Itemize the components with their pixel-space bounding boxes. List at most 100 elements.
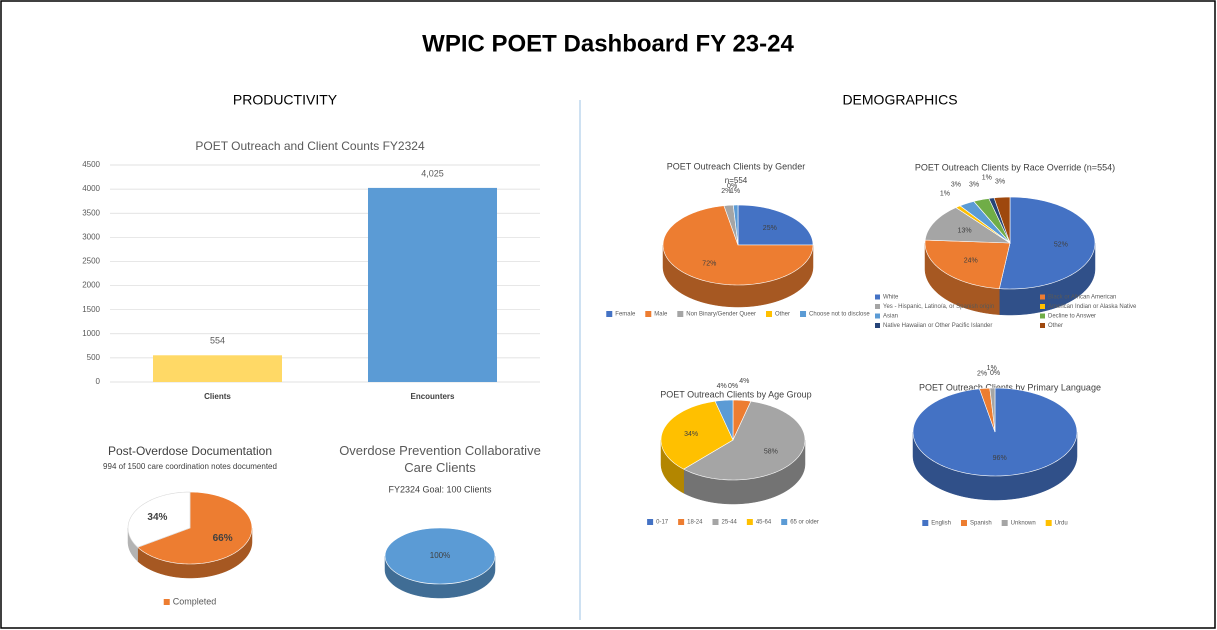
- chart-subtitle: n=554: [725, 176, 748, 185]
- legend-swatch: [1040, 304, 1045, 309]
- legend-swatch: [1040, 294, 1045, 300]
- pie-slice: [137, 491, 253, 565]
- pie-slice: [973, 198, 1011, 244]
- legend-swatch: [766, 311, 773, 317]
- data-label: 2%: [977, 370, 987, 377]
- pie-slice: [924, 239, 1011, 289]
- pie-slice: [993, 196, 1011, 244]
- data-label: 25%: [763, 225, 777, 232]
- data-label: 66%: [213, 533, 233, 544]
- x-tick-label: Clients: [204, 392, 231, 401]
- legend-label: Male: [654, 312, 668, 318]
- legend-swatch: [781, 519, 788, 525]
- y-tick-label: 4000: [82, 184, 100, 193]
- legend-label: English: [931, 521, 951, 527]
- legend-swatch: [1040, 323, 1045, 328]
- chart-title: POET Outreach Clients by Age Group: [660, 389, 811, 399]
- data-label: 0%: [990, 370, 1000, 377]
- section-title: DEMOGRAPHICS: [842, 92, 957, 108]
- legend-label: 0-17: [656, 520, 669, 526]
- legend-swatch: [606, 311, 613, 317]
- data-label: 2%: [721, 188, 731, 195]
- pie-slice: [959, 201, 1011, 244]
- pie-slice: [662, 205, 814, 286]
- pie-slice: [384, 527, 496, 585]
- legend: Female Male Non Binary/Gender Queer Other Ch…: [606, 311, 870, 318]
- y-tick-label: 2500: [82, 257, 100, 266]
- data-label: 24%: [964, 257, 978, 264]
- data-label: 96%: [993, 455, 1007, 462]
- data-label: 0%: [727, 183, 737, 190]
- pie-slice: [660, 400, 734, 470]
- pie-slice: [723, 204, 739, 246]
- data-label: 0%: [728, 383, 738, 390]
- bar: [368, 187, 497, 382]
- section-title: PRODUCTIVITY: [233, 92, 338, 108]
- legend-swatch: [875, 294, 880, 300]
- legend-label: 45-64: [756, 520, 772, 526]
- legend-label: Other: [1048, 323, 1063, 329]
- pie-slice: [127, 491, 191, 548]
- legend-label: White: [883, 295, 899, 301]
- legend-swatch: [1040, 313, 1045, 319]
- data-label: 3%: [951, 181, 961, 188]
- chart-title: Post-Overdose Documentation: [108, 444, 272, 458]
- legend-swatch: [922, 520, 929, 526]
- chart-subtitle: 994 of 1500 care coordination notes docu…: [103, 462, 277, 471]
- pie-slice: [979, 387, 996, 433]
- legend-label: Completed: [173, 596, 217, 606]
- chart-title: Overdose Prevention Collaborative Care C…: [339, 443, 541, 475]
- legend-label: Non Binary/Gender Queer: [686, 312, 756, 318]
- legend-label: Decline to Answer: [1048, 314, 1096, 320]
- data-label: 34%: [147, 512, 167, 523]
- legend-swatch: [875, 313, 880, 319]
- legend-swatch: [875, 323, 880, 328]
- data-label: 1%: [730, 188, 740, 195]
- legend-label: Other: [775, 312, 790, 318]
- pie-slice: [732, 204, 739, 246]
- legend-label: Asian: [883, 314, 898, 320]
- legend: English Spanish Unknown Urdu: [922, 520, 1068, 527]
- data-label: 58%: [764, 448, 778, 455]
- x-tick-label: Encounters: [410, 392, 455, 401]
- legend-label: Choose not to disclose: [809, 312, 870, 318]
- bar: [153, 355, 282, 382]
- legend-label: Native Hawaiian or Other Pacific Islande…: [883, 323, 992, 329]
- data-label: 1%: [987, 365, 997, 372]
- y-tick-label: 500: [87, 353, 101, 362]
- y-tick-label: 2000: [82, 281, 100, 290]
- data-label: 1%: [940, 190, 950, 197]
- legend-label: 65 or older: [790, 520, 819, 526]
- pie-slice: [989, 387, 996, 433]
- data-label: 4%: [739, 378, 749, 385]
- pie-slice: [683, 400, 806, 481]
- legend-swatch: [647, 519, 654, 525]
- legend-swatch: [678, 519, 685, 525]
- chart-title: POET Outreach and Client Counts FY2324: [195, 139, 425, 153]
- y-tick-label: 4500: [82, 160, 100, 169]
- legend-swatch: [677, 311, 684, 317]
- legend-label: Urdu: [1055, 521, 1068, 527]
- legend-label: 18-24: [687, 520, 703, 526]
- chart-title: POET Outreach Clients by Primary Languag…: [919, 382, 1101, 392]
- legend-swatch: [712, 519, 719, 525]
- y-tick-label: 3500: [82, 208, 100, 217]
- y-tick-label: 1000: [82, 329, 100, 338]
- pie-slice: [714, 399, 734, 441]
- data-label: 4%: [717, 383, 727, 390]
- legend-swatch: [875, 304, 880, 309]
- data-label: 3%: [969, 182, 979, 189]
- legend-label: Yes - Hispanic, Latino/a, or Spanish ori…: [883, 304, 994, 310]
- legend-label: Black or African American: [1048, 295, 1116, 301]
- legend-swatch: [1001, 520, 1008, 526]
- legend-swatch: [163, 599, 170, 605]
- legend: 0-17 18-24 25-44 45-64 65 or older: [647, 519, 819, 526]
- legend-label: American Indian or Alaska Native: [1048, 304, 1137, 310]
- chart-subtitle: FY2324 Goal: 100 Clients: [388, 484, 492, 494]
- data-label: 72%: [702, 260, 716, 267]
- legend-swatch: [800, 311, 807, 317]
- legend: Completed: [163, 596, 217, 606]
